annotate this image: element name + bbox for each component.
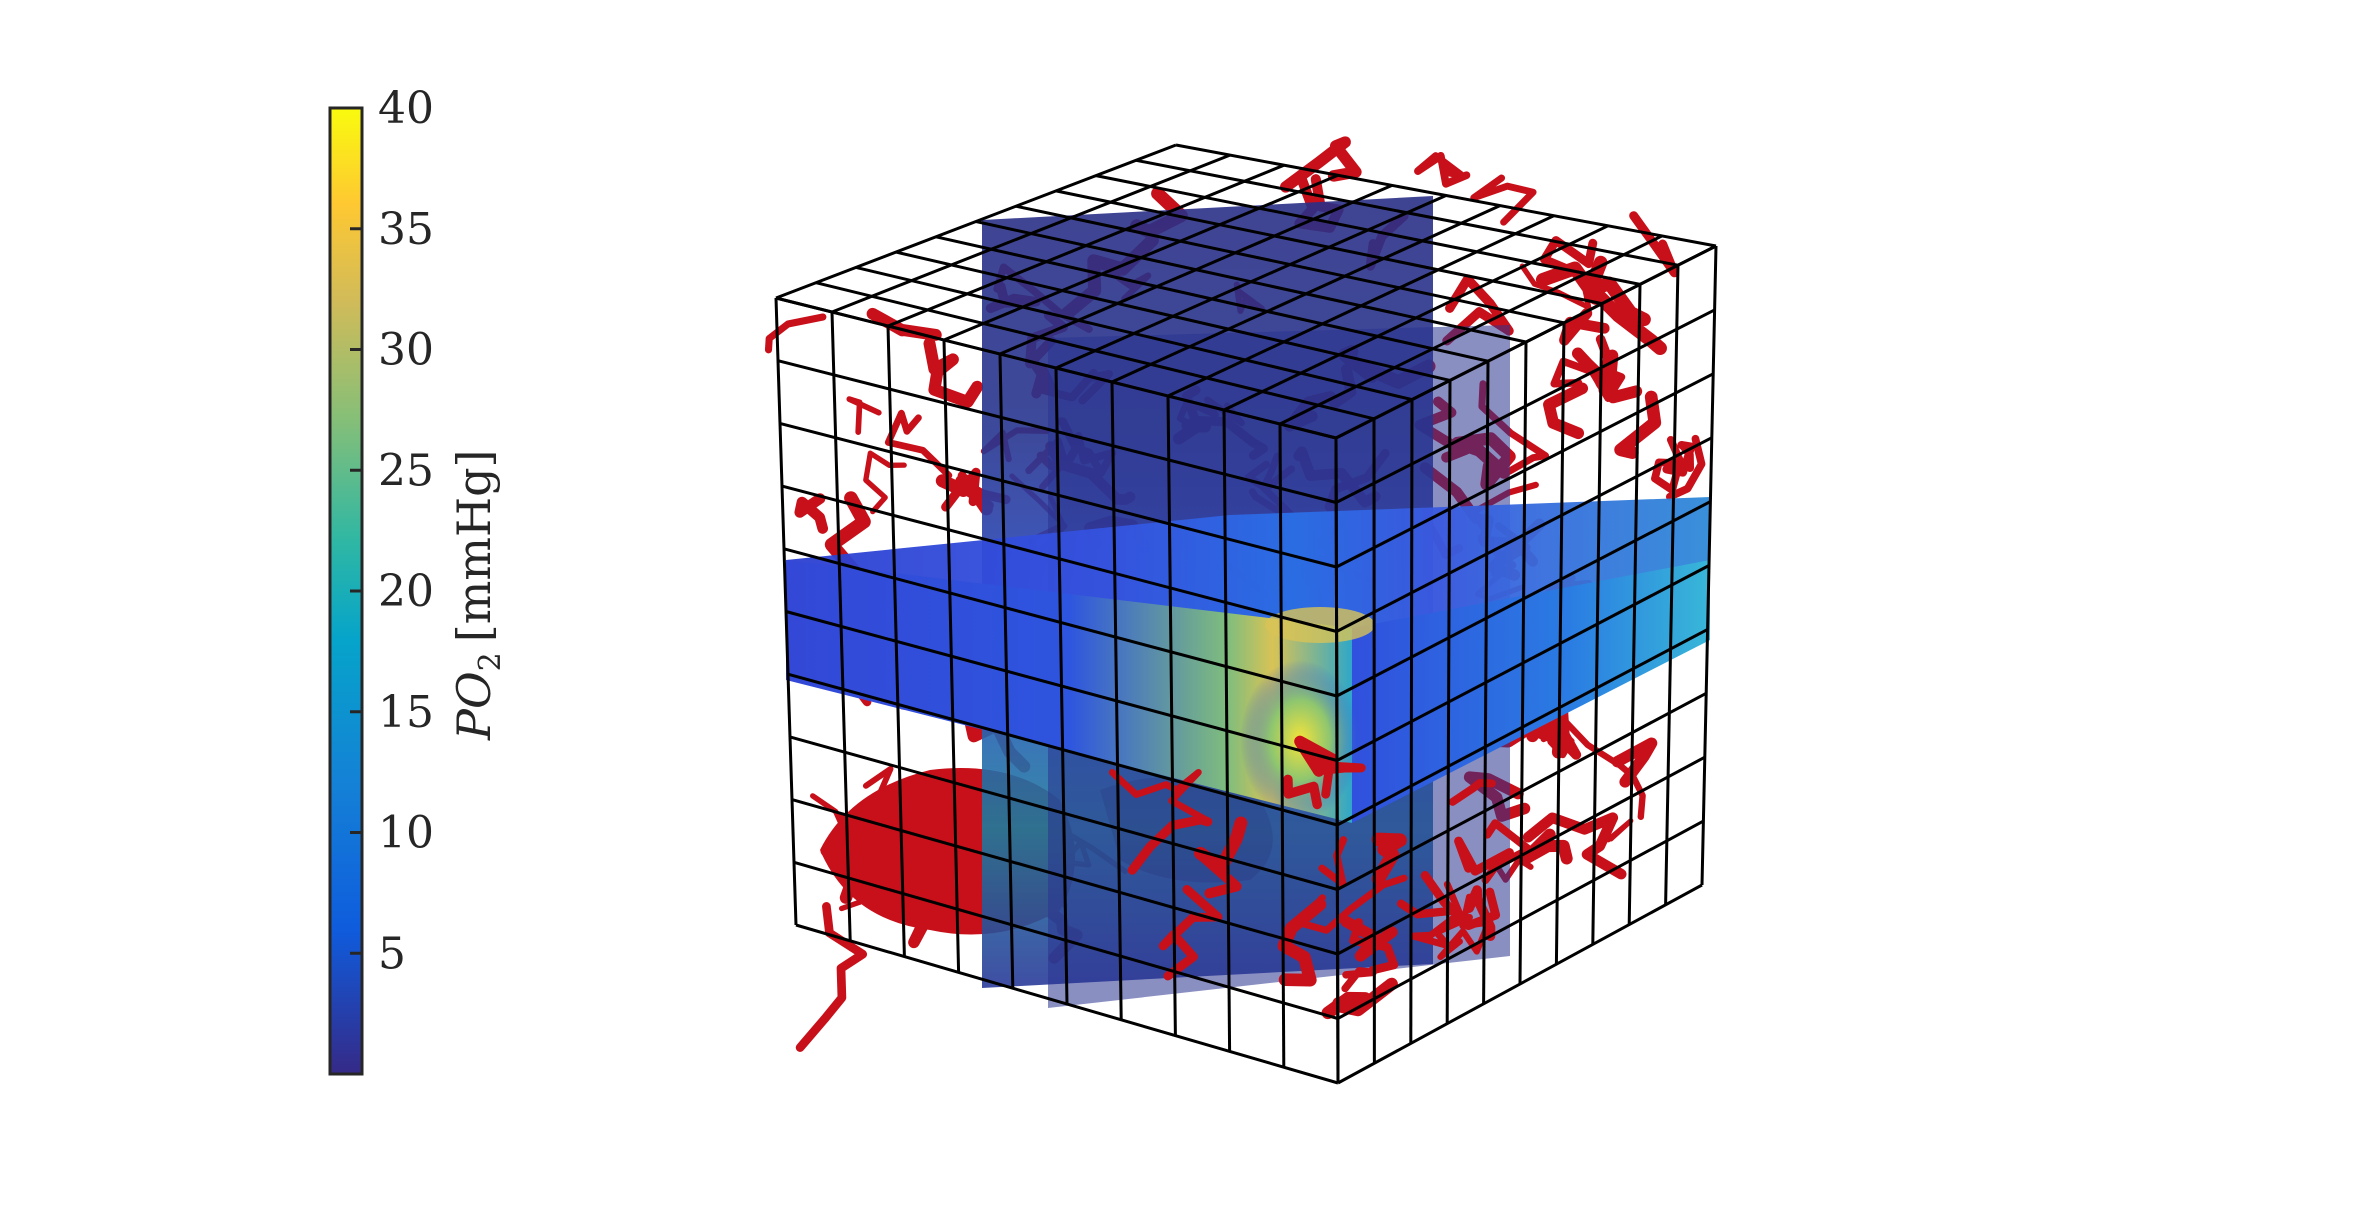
- vessel-segment: [1454, 836, 1514, 876]
- grid-line: [789, 735, 1338, 891]
- vessel-segment: [846, 396, 882, 435]
- grid-line: [1278, 423, 1286, 1068]
- colorbar-label: PO2 [mmHg]: [447, 450, 508, 741]
- vessel-segment: [1611, 737, 1658, 788]
- vessel-segment: [1198, 852, 1242, 899]
- colorbar-tick-label: 40: [378, 83, 434, 134]
- colorbar-tick-label: 30: [378, 325, 434, 376]
- grid-line: [1336, 755, 1706, 956]
- grid-line: [795, 923, 1339, 1085]
- vessel-segment: [1280, 136, 1362, 193]
- grid-line: [1166, 395, 1177, 1036]
- vessel-segment: [1158, 885, 1223, 981]
- grid-line: [1336, 564, 1710, 762]
- colorbar-tick-label: 15: [378, 687, 434, 738]
- grid-line: [1664, 265, 1680, 905]
- volume-grid: [774, 143, 1718, 1085]
- vessel-segment: [1571, 347, 1643, 404]
- z-slice-front: [786, 560, 1352, 823]
- grid-line: [1135, 158, 1679, 267]
- vessel-segment: [923, 337, 984, 408]
- vessel-segment: [1349, 918, 1399, 975]
- vessel-segment: [1629, 211, 1679, 278]
- vessel-segment: [935, 474, 993, 516]
- colorbar-tick-label: 5: [378, 928, 406, 979]
- grid-line: [1279, 234, 1663, 426]
- colorbar-label-sub: 2: [473, 652, 508, 671]
- grid-line: [1111, 204, 1501, 384]
- po2-hotspot-top: [1265, 607, 1375, 643]
- colorbar-label-main: PO: [447, 671, 501, 741]
- grid-line: [1015, 204, 1565, 325]
- grid-line: [1223, 224, 1609, 412]
- vessel-segment: [1414, 151, 1471, 188]
- vessel-segment: [1437, 893, 1492, 960]
- grid-line: [1175, 143, 1717, 248]
- grid-line: [1336, 691, 1707, 891]
- grid-line: [1055, 194, 1447, 370]
- colorbar-ticks: 5 10 15 20 25 30 35 40: [350, 83, 434, 979]
- vessel-segment: [1470, 174, 1537, 226]
- vessel-segment: [794, 493, 829, 534]
- vessel-segment: [1665, 434, 1706, 501]
- vessel-segment: [1294, 735, 1339, 777]
- vessel-segment: [1662, 440, 1696, 477]
- vessel-segment: [1277, 898, 1327, 987]
- vessel-segment: [1318, 836, 1348, 888]
- colorbar-tick-label: 10: [378, 808, 434, 859]
- grid-line: [1627, 284, 1642, 925]
- vessel-segment: [1341, 967, 1377, 993]
- colorbar-tick-label: 25: [378, 445, 434, 496]
- vessel-segment: [795, 902, 868, 1052]
- grid-line: [1095, 174, 1641, 286]
- vessel-segment: [1464, 885, 1496, 941]
- grid-line: [1167, 214, 1555, 398]
- grid-line: [1554, 322, 1566, 965]
- grid-line: [1591, 303, 1604, 945]
- vessel-segment: [1340, 915, 1398, 962]
- vessel-segment: [1283, 774, 1322, 810]
- colorbar-label-units: [mmHg]: [447, 450, 501, 643]
- grid-line: [793, 860, 1339, 1020]
- vessel-segment: [1595, 334, 1614, 396]
- vessel-segment: [764, 313, 827, 354]
- grid-line: [1055, 189, 1603, 306]
- volume-plot: [764, 136, 1718, 1085]
- vessel-segment: [1321, 977, 1398, 1020]
- colorbar-tick-label: 20: [378, 566, 434, 617]
- grid-line: [1336, 628, 1709, 827]
- grid-line: [791, 798, 1339, 956]
- vessel-segment: [1583, 255, 1651, 327]
- grid-line: [787, 672, 1338, 827]
- grid-line: [1222, 409, 1232, 1052]
- grid-line: [785, 610, 1338, 762]
- vessel-segment: [1543, 382, 1589, 440]
- colorbar-tick-label: 35: [378, 204, 434, 255]
- vessel-segment: [1420, 871, 1501, 930]
- grid-line: [1337, 883, 1703, 1085]
- grid-line: [1110, 381, 1123, 1020]
- colorbar: 5 10 15 20 25 30 35 40 PO2 [mmHg]: [328, 83, 508, 1076]
- grid-line: [1700, 245, 1718, 886]
- vessel-segment: [884, 409, 953, 479]
- grid-line: [1337, 819, 1705, 1020]
- vessel-segment: [863, 450, 907, 515]
- z-slice-right: [1352, 560, 1710, 823]
- vessel-segment: [1522, 812, 1627, 880]
